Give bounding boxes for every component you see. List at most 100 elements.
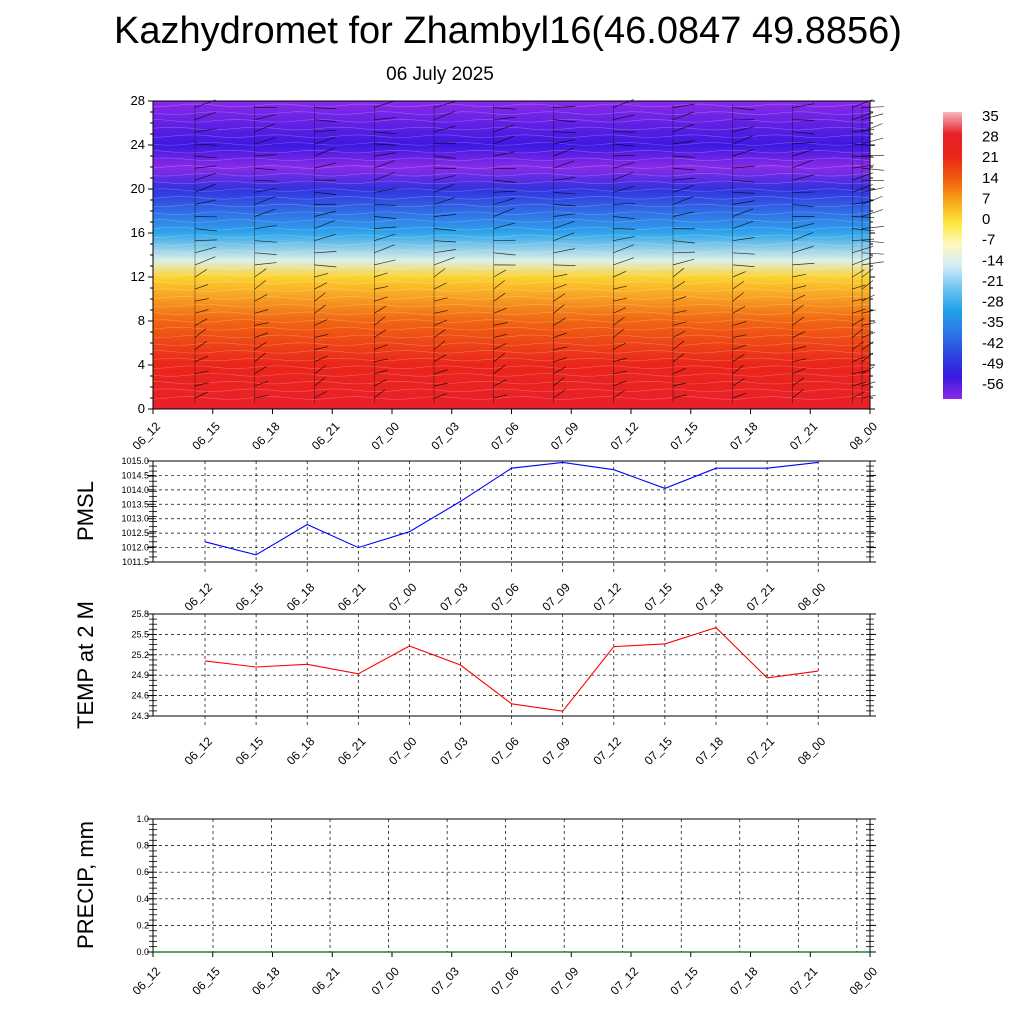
y-tick-label: 24.3 (131, 711, 149, 721)
wind-barb (493, 365, 506, 375)
x-tick-label: 06_15 (189, 419, 223, 453)
wind-barb (553, 106, 576, 108)
wind-barb (672, 185, 695, 193)
wind-barb (672, 296, 687, 302)
y-tick-label: 1014.0 (121, 485, 149, 495)
wind-barb (672, 267, 685, 278)
contour-line (152, 396, 871, 400)
wind-barb (861, 187, 884, 193)
colorbar: 35 28 21 14 7 0 -7 -14 -21 -28 -35 -42 -49 -56 (943, 108, 1004, 399)
wind-barb (374, 143, 397, 146)
x-tick-label: 07_15 (667, 964, 701, 998)
x-tick-label: 07_00 (386, 734, 420, 768)
x-tick-label: 07_12 (608, 964, 642, 998)
wind-barb (613, 389, 626, 399)
wind-barb (861, 394, 876, 399)
wind-barb (374, 259, 396, 266)
wind-barb (194, 239, 217, 242)
wind-barb (732, 208, 754, 217)
wind-barb (433, 329, 446, 338)
wind-barb (254, 294, 268, 302)
wind-barb (493, 280, 505, 290)
wind-barb (792, 273, 807, 278)
y-tick-label: 24.9 (131, 670, 149, 680)
contour-line (152, 280, 871, 285)
wind-barb (314, 162, 336, 169)
wind-barb (493, 207, 515, 217)
wind-barb (194, 284, 209, 290)
wind-barb (254, 365, 267, 375)
contour-line (152, 172, 871, 177)
wind-barb (672, 155, 695, 158)
x-tick-label: 06_18 (249, 964, 283, 998)
wind-barb (314, 136, 336, 145)
wind-barb (433, 393, 448, 399)
wind-barb (792, 331, 806, 338)
y-tick-label: 1012.0 (121, 543, 149, 553)
wind-barb (613, 202, 636, 205)
y-tick-label: 1013.0 (121, 514, 149, 524)
y-axis-label: PMSL (73, 481, 98, 541)
wind-barb (314, 390, 327, 399)
chart-subtitle: 06 July 2025 (386, 64, 494, 85)
wind-barb (433, 369, 448, 375)
x-tick-label: 06_18 (284, 734, 318, 768)
wind-barb (672, 251, 696, 254)
x-tick-label: 07_12 (590, 580, 624, 614)
wind-barb (493, 352, 506, 362)
contour-line (152, 249, 871, 254)
x-tick-label: 07_12 (590, 734, 624, 768)
wind-barb (553, 273, 568, 278)
chart-title: Kazhydromet for Zhambyl16(46.0847 49.885… (114, 10, 902, 52)
wind-barb (613, 244, 634, 254)
x-tick-label: 07_15 (667, 419, 701, 453)
wind-barb (194, 128, 217, 133)
wind-barb (493, 190, 516, 193)
x-tick-label: 06_18 (249, 419, 283, 453)
wind-barb (374, 344, 388, 350)
contour-line (152, 196, 871, 200)
wind-barb (374, 160, 396, 169)
wind-barb (433, 197, 456, 205)
wind-barb (792, 223, 814, 229)
y-tick-label: 20 (131, 181, 145, 196)
series-line (204, 626, 819, 712)
contour-line (152, 265, 871, 269)
wind-barb (314, 376, 326, 387)
wind-barb (732, 237, 755, 242)
wind-barb (861, 113, 884, 121)
wind-barb (314, 220, 336, 229)
panel-frame (152, 613, 871, 717)
wind-barb (314, 233, 336, 242)
x-tick-label: 07_18 (693, 734, 727, 768)
wind-barb (493, 394, 508, 399)
wind-barb (732, 149, 754, 157)
wind-barb (553, 119, 576, 123)
wind-barb (792, 131, 815, 135)
wind-barb (553, 139, 576, 145)
wind-barb (613, 228, 636, 230)
wind-barb (493, 124, 515, 133)
wind-barb (861, 294, 875, 302)
x-tick-label: 08_00 (847, 419, 881, 453)
wind-barb (672, 167, 695, 171)
colorbar-label: -21 (982, 273, 1004, 290)
wind-barb (672, 177, 695, 181)
wind-barb (374, 286, 389, 290)
wind-barb (553, 317, 566, 326)
wind-barb (433, 155, 456, 159)
wind-barb (553, 248, 576, 254)
contour-line (152, 142, 871, 146)
wind-barb (493, 135, 515, 145)
wind-barb (194, 165, 217, 169)
heatmap-panel: 0 4 8 12 16 20 24 28 06_12 06_15 06_18 06_21 07_00 07… (130, 93, 885, 453)
wind-barb (374, 379, 387, 387)
wind-barb (374, 152, 397, 157)
y-tick-label: 1012.5 (121, 528, 149, 538)
wind-barb (314, 119, 337, 123)
contour-line (152, 319, 871, 323)
colorbar-label: 35 (982, 108, 999, 125)
wind-barb (374, 188, 397, 193)
wind-barb (493, 292, 506, 302)
x-tick-label: 06_12 (130, 419, 164, 453)
